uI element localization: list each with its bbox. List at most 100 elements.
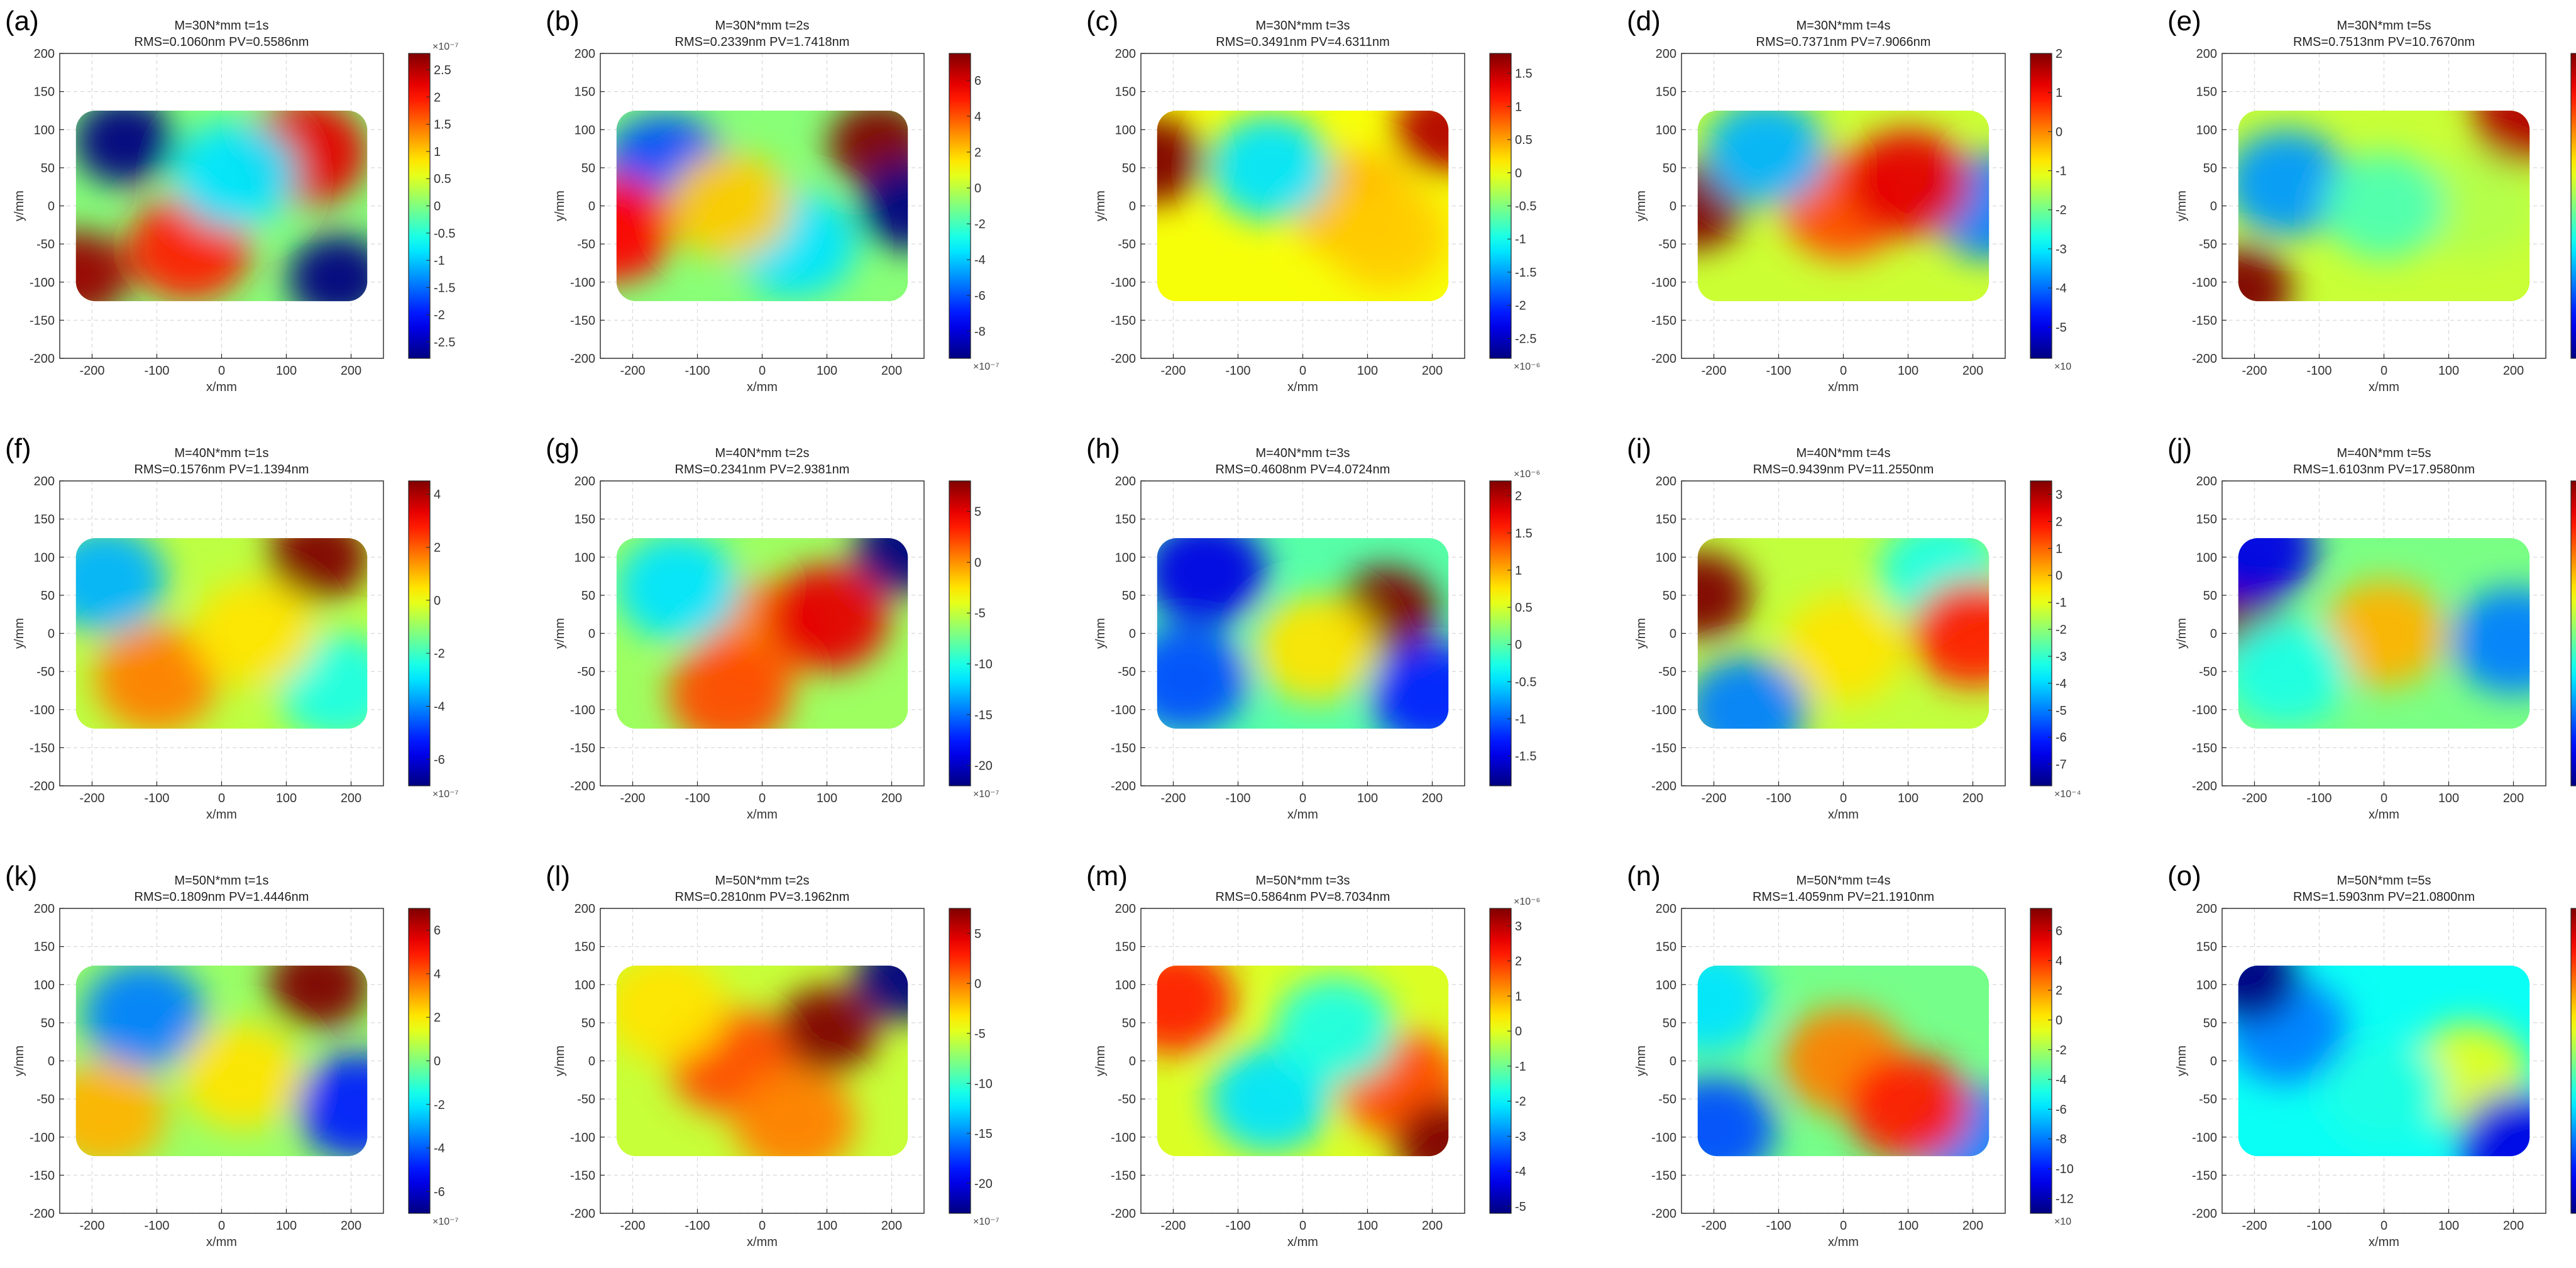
surface-feature [2413,152,2530,260]
y-tick-label: 150 [1115,940,1136,954]
y-tick-label: -200 [2192,1207,2217,1221]
y-tick-label: -50 [1118,238,1136,251]
colorbar-tick-label: -1 [1515,233,1526,246]
surface-feature [75,110,175,185]
surface-feature [2238,538,2316,604]
panel-letter: (e) [2167,6,2201,36]
x-tick-label: 100 [817,1219,837,1233]
y-tick-label: -200 [570,1207,595,1221]
panel-title: M=50N*mm t=2s [715,874,809,888]
y-tick-label: 0 [1129,627,1136,641]
surface-map [2238,538,2530,729]
colorbar [1489,908,1512,1214]
y-tick-label: 50 [1663,589,1676,603]
panel-h: (h) M=40N*mm t=3s RMS=0.4608nm PV=4.0724nm… [1086,433,1540,822]
y-tick-label: -150 [30,1169,55,1183]
x-tick-label: 100 [1357,364,1378,378]
x-axis-label: x/mm [1287,1235,1318,1249]
x-tick-label: -200 [2242,791,2267,805]
y-tick-label: -200 [2192,352,2217,366]
x-tick-label: 0 [1299,364,1306,378]
panel-m: (m) M=50N*mm t=3s RMS=0.5864nm PV=8.7034nm… [1086,861,1540,1249]
x-tick-label: 0 [2381,1219,2387,1233]
x-tick-label: 100 [817,364,837,378]
panel-title: M=30N*mm t=3s [1255,19,1350,33]
surface-feature [1157,538,1267,626]
surface-feature [95,626,219,729]
colorbar-tick-label: -5 [974,1027,986,1041]
y-tick-label: 200 [2196,47,2217,61]
colorbar-tick-label: -1.5 [1515,266,1536,280]
surface-map [1157,110,1449,302]
y-tick-label: -100 [30,1131,55,1145]
x-tick-label: 100 [2438,364,2459,378]
panel-subtitle: RMS=0.1576nm PV=1.1394nm [135,463,309,477]
y-tick-label: -100 [1111,703,1136,717]
colorbar-tick-label: -6 [974,289,986,303]
y-tick-label: -100 [570,1131,595,1145]
y-axis-label: y/mm [1634,190,1648,221]
x-tick-label: 0 [1840,364,1847,378]
y-tick-label: 0 [2210,627,2217,641]
x-tick-label: 100 [1898,791,1918,805]
surface-feature [1254,595,1377,702]
y-tick-label: -50 [577,665,595,679]
y-tick-label: 150 [2196,85,2217,99]
y-tick-label: 150 [34,513,55,527]
y-axis-label: y/mm [13,190,26,221]
surface-map [75,110,368,302]
y-tick-label: -200 [1111,780,1136,793]
panel-subtitle: RMS=0.7371nm PV=7.9066nm [1756,35,1931,49]
y-tick-label: 100 [1656,123,1676,137]
y-tick-label: -50 [1118,1093,1136,1106]
colorbar-tick-label: 0 [434,594,441,608]
x-axis-label: x/mm [206,1235,237,1249]
x-tick-label: 0 [1840,1219,1847,1233]
surface-map [616,110,908,302]
x-tick-label: 200 [1422,791,1443,805]
colorbar-tick-label: -2 [2056,1044,2067,1057]
colorbar-tick-label: 0 [434,1055,441,1069]
colorbar-tick-label: -2 [434,309,445,323]
panel-title: M=50N*mm t=1s [174,874,268,888]
y-tick-label: -150 [2192,1169,2217,1183]
x-axis-label: x/mm [747,380,778,394]
panel-title: M=40N*mm t=3s [1255,446,1350,460]
colorbar-tick-label: -2.5 [434,336,455,350]
panel-subtitle: RMS=1.5903nm PV=21.0800nm [2293,890,2475,904]
panel-b: (b) M=30N*mm t=2s RMS=0.2339nm PV=1.7418nm… [546,6,999,394]
y-tick-label: 150 [1656,940,1676,954]
y-axis-label: y/mm [1094,618,1108,649]
colorbar-tick-label: 2 [1515,955,1522,969]
y-tick-label: 0 [48,627,55,641]
colorbar-tick-label: -4 [2056,1073,2067,1087]
x-tick-label: -100 [1225,1219,1250,1233]
x-tick-label: 200 [1422,1219,1443,1233]
surface-feature [616,965,727,1061]
surface-feature [1157,116,1205,204]
panel-subtitle: RMS=0.4608nm PV=4.0724nm [1216,463,1390,477]
colorbar-tick-label: 0 [974,556,981,570]
colorbar-tick-label: -1 [434,254,445,268]
colorbar-tick-label: -0.5 [1515,200,1536,214]
y-tick-label: -100 [1111,1131,1136,1145]
panel-letter: (i) [1627,433,1651,464]
y-tick-label: 100 [1115,123,1136,137]
colorbar-tick-label: -6 [434,753,445,767]
y-tick-label: 100 [1656,551,1676,565]
x-tick-label: -100 [685,1219,710,1233]
x-tick-label: 200 [1962,364,1983,378]
panel-subtitle: RMS=0.2341nm PV=2.9381nm [675,463,850,477]
y-tick-label: 50 [41,589,55,603]
y-tick-label: 150 [34,940,55,954]
y-tick-label: -100 [1651,276,1676,290]
x-tick-label: 100 [1357,1219,1378,1233]
x-tick-label: 100 [276,1219,297,1233]
y-tick-label: 50 [1122,589,1136,603]
colorbar-tick-label: -5 [2056,704,2067,718]
surface-feature [1274,977,1397,1084]
colorbar-tick-label: 6 [2056,924,2062,938]
surface-feature [277,633,368,729]
surface-feature [1157,626,1248,729]
colorbar-multiplier: ×10⁻⁷ [973,789,999,800]
